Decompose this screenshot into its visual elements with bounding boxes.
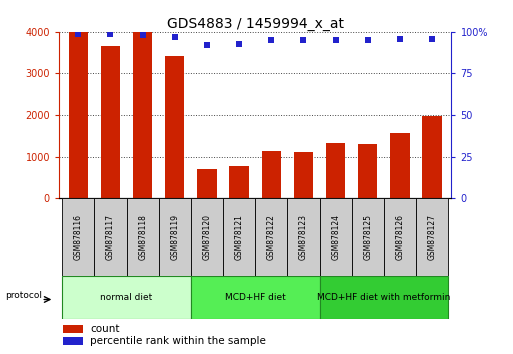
- Point: [364, 37, 372, 43]
- Bar: [287, 198, 320, 276]
- Bar: [63, 337, 83, 345]
- Bar: [127, 198, 159, 276]
- Point: [331, 37, 340, 43]
- Text: percentile rank within the sample: percentile rank within the sample: [90, 336, 266, 346]
- Text: GSM878120: GSM878120: [203, 214, 211, 260]
- Bar: [62, 276, 191, 319]
- Bar: [262, 151, 281, 198]
- Bar: [62, 198, 94, 276]
- Bar: [390, 132, 409, 198]
- Bar: [159, 198, 191, 276]
- Bar: [358, 144, 378, 198]
- Bar: [198, 169, 216, 198]
- Bar: [101, 46, 120, 198]
- Point: [106, 31, 114, 36]
- Text: GSM878124: GSM878124: [331, 214, 340, 260]
- Text: GSM878118: GSM878118: [138, 214, 147, 260]
- Text: GSM878125: GSM878125: [363, 214, 372, 260]
- Text: GSM878123: GSM878123: [299, 214, 308, 260]
- Bar: [69, 32, 88, 198]
- Bar: [294, 153, 313, 198]
- Bar: [165, 56, 185, 198]
- Bar: [320, 198, 352, 276]
- Bar: [423, 116, 442, 198]
- Bar: [384, 198, 416, 276]
- Text: protocol: protocol: [5, 291, 42, 300]
- Point: [74, 31, 83, 36]
- Point: [139, 32, 147, 38]
- Point: [235, 41, 243, 46]
- Bar: [416, 198, 448, 276]
- Text: GSM878117: GSM878117: [106, 214, 115, 260]
- Bar: [191, 276, 320, 319]
- Point: [300, 37, 308, 43]
- Point: [267, 37, 275, 43]
- Point: [428, 36, 436, 41]
- Point: [396, 36, 404, 41]
- Point: [203, 42, 211, 48]
- Text: GSM878119: GSM878119: [170, 214, 180, 260]
- Bar: [326, 143, 345, 198]
- Bar: [94, 198, 127, 276]
- Bar: [191, 198, 223, 276]
- Bar: [63, 325, 83, 333]
- Text: GSM878121: GSM878121: [234, 214, 244, 260]
- Bar: [133, 32, 152, 198]
- Bar: [229, 166, 249, 198]
- Bar: [352, 198, 384, 276]
- Text: normal diet: normal diet: [101, 293, 153, 302]
- Bar: [255, 198, 287, 276]
- Text: GSM878127: GSM878127: [428, 214, 437, 260]
- Text: GSM878126: GSM878126: [396, 214, 404, 260]
- Text: MCD+HF diet: MCD+HF diet: [225, 293, 286, 302]
- Text: count: count: [90, 324, 120, 334]
- Title: GDS4883 / 1459994_x_at: GDS4883 / 1459994_x_at: [167, 17, 344, 31]
- Point: [171, 34, 179, 40]
- Bar: [320, 276, 448, 319]
- Text: MCD+HF diet with metformin: MCD+HF diet with metformin: [317, 293, 450, 302]
- Text: GSM878122: GSM878122: [267, 214, 276, 260]
- Text: GSM878116: GSM878116: [74, 214, 83, 260]
- Bar: [223, 198, 255, 276]
